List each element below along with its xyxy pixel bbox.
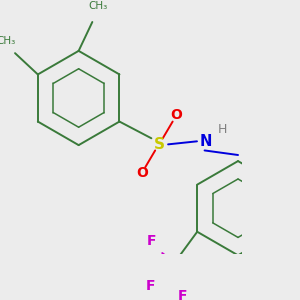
Text: F: F (145, 280, 155, 293)
Text: O: O (136, 166, 148, 180)
Text: O: O (170, 109, 182, 122)
Text: F: F (147, 234, 156, 248)
Text: N: N (200, 134, 212, 149)
Text: CH₃: CH₃ (88, 2, 107, 11)
Text: H: H (218, 123, 227, 136)
Text: F: F (298, 164, 300, 178)
Text: F: F (177, 289, 187, 300)
Text: CH₃: CH₃ (0, 36, 16, 46)
Text: S: S (154, 137, 164, 152)
